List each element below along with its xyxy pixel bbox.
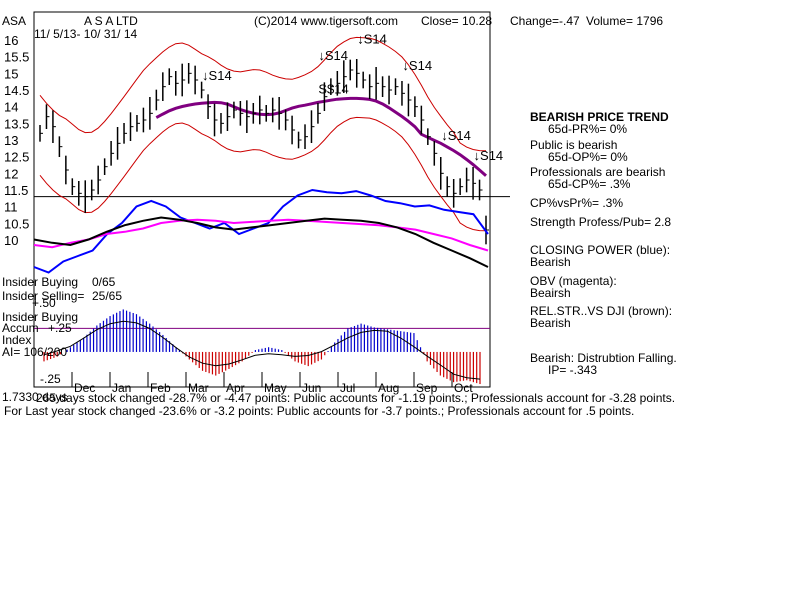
ai-value: AI= 106/200 xyxy=(2,345,68,359)
ticker-label: ASA xyxy=(2,14,27,28)
close-value: Close= 10.28 xyxy=(421,14,493,28)
insider-buying-top-value: 0/65 xyxy=(92,275,116,289)
price-tick-label: 15 xyxy=(4,66,18,81)
date-range: 11/ 5/13- 10/ 31/ 14 xyxy=(34,27,138,41)
signal-annotation: ↓S14 xyxy=(441,128,471,143)
relstr-value: Bearish xyxy=(530,316,571,330)
month-tick-label: Aug xyxy=(378,381,399,395)
insider-selling-label: Insider Selling= xyxy=(2,289,85,303)
month-tick-label: Mar xyxy=(188,381,209,395)
obv-line xyxy=(33,218,489,252)
strength-value: Strength Profess/Pub= 2.8 xyxy=(530,215,672,229)
month-tick-label: Feb xyxy=(150,381,171,395)
month-tick-label: Oct xyxy=(454,381,473,395)
accum-label: Accum xyxy=(2,321,39,335)
price-tick-label: 12 xyxy=(4,166,18,181)
month-tick-label: May xyxy=(264,381,287,395)
lower-band xyxy=(39,116,487,232)
op-value: 65d-OP%= 0% xyxy=(548,150,628,164)
month-tick-label: Jan xyxy=(112,381,131,395)
price-tick-label: 14.5 xyxy=(4,83,29,98)
trend-title: BEARISH PRICE TREND xyxy=(530,110,669,124)
days-label: 1.7330 days xyxy=(2,390,68,404)
price-tick-label: 13 xyxy=(4,133,18,148)
signal-annotation: ↓S14 xyxy=(402,58,432,73)
accum-neg-marker: -.25 xyxy=(40,372,61,386)
month-tick-label: Dec xyxy=(74,381,95,395)
price-tick-label: 11 xyxy=(4,200,18,215)
pros-title: Professionals are bearish xyxy=(530,165,666,179)
insider-selling-value: 25/65 xyxy=(92,289,123,303)
month-tick-label: Jul xyxy=(340,381,355,395)
signal-annotation: S$14 xyxy=(318,81,348,96)
public-title: Public is bearish xyxy=(530,138,618,152)
ip-value: IP= -.343 xyxy=(548,363,598,377)
closing-power-title: CLOSING POWER (blue): xyxy=(530,243,671,257)
month-tick-label: Apr xyxy=(226,381,245,395)
signal-annotation: ↓S14 xyxy=(474,148,504,163)
accum-half-marker: +.50 xyxy=(32,296,56,310)
closing-power-value: Bearish xyxy=(530,255,571,269)
cp-value: 65d-CP%= .3% xyxy=(548,177,631,191)
rel-str-line xyxy=(33,216,489,268)
price-tick-label: 15.5 xyxy=(4,50,29,65)
index-label: Index xyxy=(2,333,32,347)
footer-line-1: 265 days stock changed -28.7% or -4.47 p… xyxy=(36,391,676,405)
price-tick-label: 16 xyxy=(4,33,18,48)
month-tick-label: Jun xyxy=(302,381,321,395)
price-tick-label: 14 xyxy=(4,100,18,115)
moving-average-line xyxy=(155,96,487,177)
month-tick-label: Sep xyxy=(416,381,438,395)
price-tick-label: 13.5 xyxy=(4,116,29,131)
insider-buying-top-label: Insider Buying xyxy=(2,275,79,289)
signal-annotation: ↓S14 xyxy=(357,31,387,46)
relstr-title: REL.STR..VS DJI (brown): xyxy=(530,304,673,318)
copyright-text: (C)2014 www.tigersoft.com xyxy=(254,14,399,28)
upper-band xyxy=(39,36,487,152)
signal-annotation: ↓S14 xyxy=(318,48,348,63)
price-tick-label: 11.5 xyxy=(4,183,28,198)
accum-ma-line xyxy=(43,320,481,380)
accum-title: Bearish: Distrubtion Falling. xyxy=(530,351,677,365)
obv-value: Beairsh xyxy=(530,286,571,300)
signal-annotation: ↓S14 xyxy=(202,68,232,83)
footer-line-2: For Last year stock changed -23.6% or -3… xyxy=(4,404,635,418)
change-value: Change=-.47 xyxy=(510,14,580,28)
cpvspr-value: CP%vsPr%= .3% xyxy=(530,196,624,210)
price-tick-label: 12.5 xyxy=(4,150,29,165)
price-tick-label: 10.5 xyxy=(4,216,29,231)
obv-title: OBV (magenta): xyxy=(530,274,617,288)
volume-value: Volume= 1796 xyxy=(586,14,664,28)
insider-buying-label: Insider Buying xyxy=(2,310,79,324)
pr-value: 65d-PR%= 0% xyxy=(548,122,628,136)
price-tick-label: 10 xyxy=(4,233,18,248)
company-name: A S A LTD xyxy=(84,14,138,28)
accum-quarter-marker: +.25 xyxy=(48,321,72,335)
